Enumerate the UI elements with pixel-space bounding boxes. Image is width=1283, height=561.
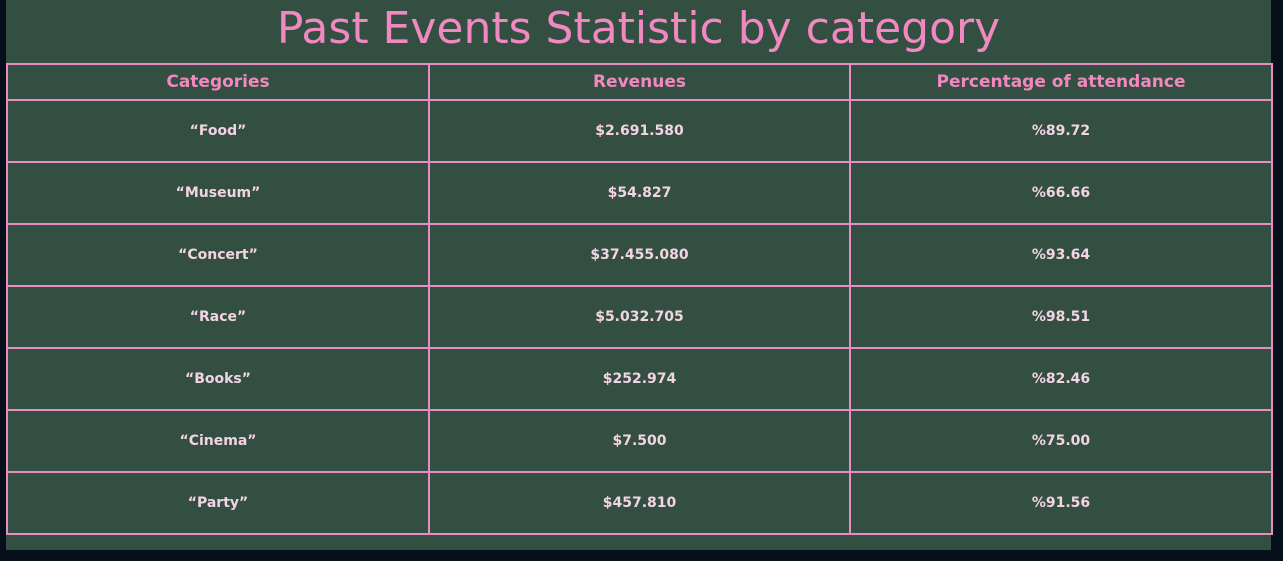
attendance-cell: %93.64 (849, 223, 1273, 287)
table-row: “Museum” $54.827 %66.66 (6, 161, 1273, 225)
table-row: “Concert” $37.455.080 %93.64 (6, 223, 1273, 287)
category-cell: “Concert” (6, 223, 430, 287)
category-cell: “Race” (6, 285, 430, 349)
category-cell: “Museum” (6, 161, 430, 225)
attendance-cell: %89.72 (849, 99, 1273, 163)
header-attendance: Percentage of attendance (849, 63, 1273, 101)
revenue-cell: $2.691.580 (428, 99, 851, 163)
revenue-cell: $5.032.705 (428, 285, 851, 349)
statistics-panel: Past Events Statistic by category Catego… (6, 0, 1273, 550)
attendance-cell: %91.56 (849, 471, 1273, 535)
revenue-cell: $252.974 (428, 347, 851, 411)
table-row: “Books” $252.974 %82.46 (6, 347, 1273, 411)
revenue-cell: $7.500 (428, 409, 851, 473)
category-cell: “Cinema” (6, 409, 430, 473)
table-row: “Food” $2.691.580 %89.72 (6, 99, 1273, 163)
table-row: “Race” $5.032.705 %98.51 (6, 285, 1273, 349)
revenue-cell: $457.810 (428, 471, 851, 535)
table-row: “Party” $457.810 %91.56 (6, 471, 1273, 535)
category-cell: “Party” (6, 471, 430, 535)
table-header-row: Categories Revenues Percentage of attend… (6, 63, 1273, 101)
attendance-cell: %82.46 (849, 347, 1273, 411)
category-stats-table: Categories Revenues Percentage of attend… (6, 63, 1273, 535)
header-categories: Categories (6, 63, 430, 101)
attendance-cell: %66.66 (849, 161, 1273, 225)
category-cell: “Books” (6, 347, 430, 411)
header-revenues: Revenues (428, 63, 851, 101)
revenue-cell: $54.827 (428, 161, 851, 225)
table-row: “Cinema” $7.500 %75.00 (6, 409, 1273, 473)
category-cell: “Food” (6, 99, 430, 163)
revenue-cell: $37.455.080 (428, 223, 851, 287)
attendance-cell: %75.00 (849, 409, 1273, 473)
page-title: Past Events Statistic by category (276, 3, 1001, 54)
attendance-cell: %98.51 (849, 285, 1273, 349)
